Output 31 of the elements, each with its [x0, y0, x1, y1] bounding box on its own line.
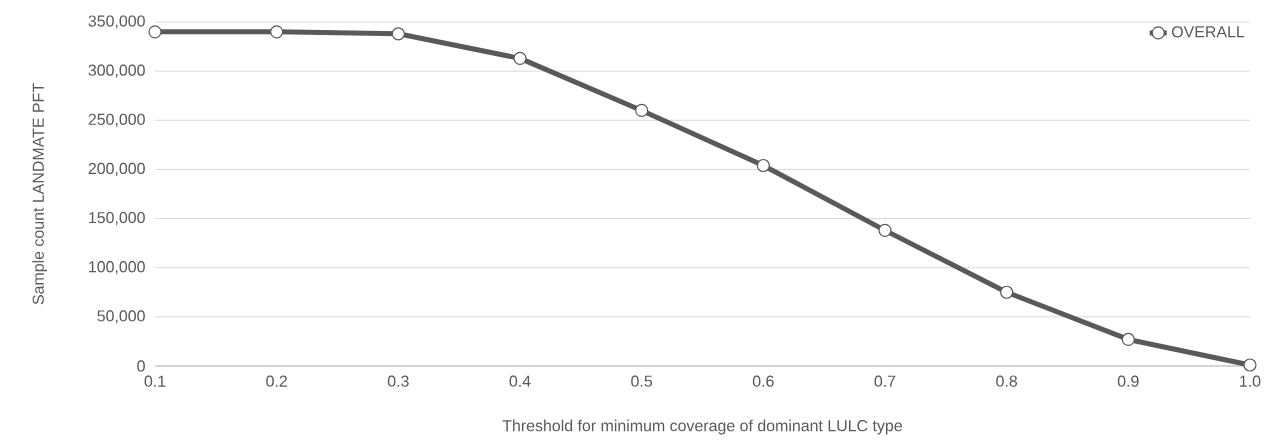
point: [635, 103, 649, 118]
point: [878, 223, 892, 237]
x-tick-label: 0.4: [509, 375, 531, 387]
x-axis-title: Threshold for minimum coverage of dominant LULC type: [502, 419, 902, 435]
point: [391, 27, 405, 41]
y-tick-label: 300,000: [88, 64, 145, 78]
y-tick-label: 100,000: [89, 261, 145, 275]
x-tick-label: 0.3: [387, 375, 409, 387]
y-axis-title: Sample count LANDMATE PFT: [32, 83, 48, 305]
x-tick-label: 1.0: [1240, 375, 1261, 387]
x-tick-label: 0.8: [996, 375, 1018, 387]
x-tick-label: 0.9: [1117, 375, 1139, 387]
y-tick-label: 0: [137, 360, 145, 372]
point: [148, 25, 162, 39]
point: [270, 25, 284, 39]
y-tick-label: 250,000: [88, 113, 145, 127]
point: [513, 51, 527, 65]
y-tick-label: 50,000: [97, 310, 145, 324]
y-tick-label: 350,000: [88, 15, 145, 29]
x-tick-label: 0.1: [144, 375, 166, 387]
point: [1000, 285, 1014, 299]
y-tick-label: 200,000: [88, 162, 145, 176]
point: [1121, 332, 1135, 347]
point: [756, 158, 770, 173]
legend-label: OVERALL: [1171, 26, 1245, 38]
point: [1243, 358, 1257, 372]
y-tick-label: 150,000: [89, 211, 145, 226]
x-tick-label: 0.6: [752, 375, 774, 387]
x-tick-label: 0.7: [874, 375, 896, 387]
x-tick-label: 0.5: [631, 375, 653, 387]
x-tick-label: 0.2: [266, 375, 287, 387]
